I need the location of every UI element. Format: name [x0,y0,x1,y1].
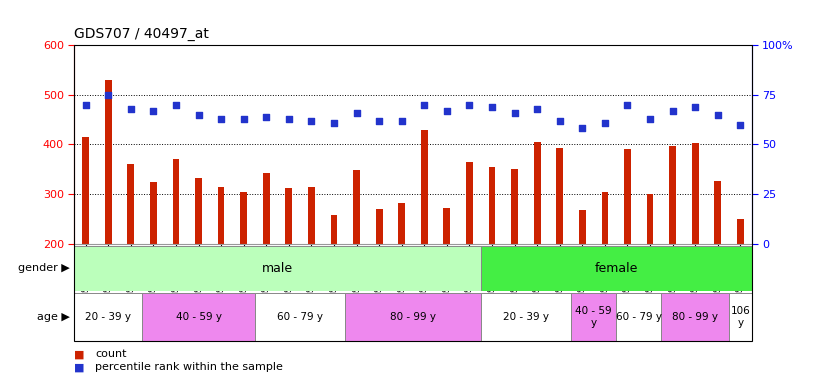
Point [282,116,296,122]
Text: male: male [262,262,293,274]
Bar [481,246,752,291]
Bar [616,292,662,341]
Text: 20 - 39 y: 20 - 39 y [85,312,131,322]
Point [215,116,228,122]
Bar [127,164,134,244]
Bar [444,209,450,244]
Bar [345,292,481,341]
Bar [692,143,699,244]
Bar [173,159,179,244]
Bar [74,292,142,341]
Point [576,126,589,132]
Bar [489,167,496,244]
Bar [579,210,586,244]
Point [418,102,431,108]
Text: 20 - 39 y: 20 - 39 y [503,312,549,322]
Text: count: count [95,350,126,359]
Text: 80 - 99 y: 80 - 99 y [390,312,436,322]
Bar [729,292,752,341]
Bar [74,246,481,291]
Bar [481,292,571,341]
Bar [534,142,540,244]
Text: ■: ■ [74,363,85,372]
Bar [218,187,225,244]
Point [259,114,273,120]
Point [350,110,363,116]
Bar [255,292,345,341]
Point [530,106,544,112]
Text: age ▶: age ▶ [37,312,70,322]
Point [79,102,93,108]
Point [440,108,453,114]
Point [463,102,476,108]
Bar [714,181,721,244]
Point [327,120,340,126]
Bar [83,137,89,244]
Point [598,120,611,126]
Bar [466,162,472,244]
Bar [354,170,360,244]
Bar [150,182,157,244]
Point [192,112,205,118]
Point [711,112,724,118]
Text: 60 - 79 y: 60 - 79 y [277,312,323,322]
Point [124,106,137,112]
Point [237,116,250,122]
Point [169,102,183,108]
Text: 40 - 59 y: 40 - 59 y [175,312,221,322]
Bar [195,178,202,244]
Point [486,104,499,110]
Bar [511,169,518,244]
Point [643,116,657,122]
Text: ■: ■ [74,350,85,359]
Bar [647,194,653,244]
Bar [737,219,743,244]
Point [147,108,160,114]
Bar [571,292,616,341]
Point [666,108,679,114]
Bar [263,173,269,244]
Bar [330,215,337,244]
Bar [142,292,255,341]
Point [733,122,747,128]
Bar [624,149,631,244]
Text: 80 - 99 y: 80 - 99 y [672,312,719,322]
Text: 40 - 59
y: 40 - 59 y [575,306,612,328]
Text: GDS707 / 40497_at: GDS707 / 40497_at [74,27,209,41]
Text: 106
y: 106 y [730,306,750,328]
Bar [398,203,405,244]
Text: female: female [595,262,638,274]
Bar [240,192,247,244]
Point [305,117,318,123]
Point [508,110,521,116]
Point [102,92,115,98]
Point [621,102,634,108]
Text: percentile rank within the sample: percentile rank within the sample [95,363,282,372]
Bar [308,187,315,244]
Bar [286,188,292,244]
Text: 60 - 79 y: 60 - 79 y [615,312,662,322]
Bar [105,80,112,244]
Point [395,117,408,123]
Point [553,117,567,123]
Bar [601,192,608,244]
Bar [376,209,382,244]
Bar [662,292,729,341]
Point [689,104,702,110]
Text: gender ▶: gender ▶ [18,263,70,273]
Point [373,117,386,123]
Bar [421,130,428,244]
Bar [557,148,563,244]
Bar [669,146,676,244]
